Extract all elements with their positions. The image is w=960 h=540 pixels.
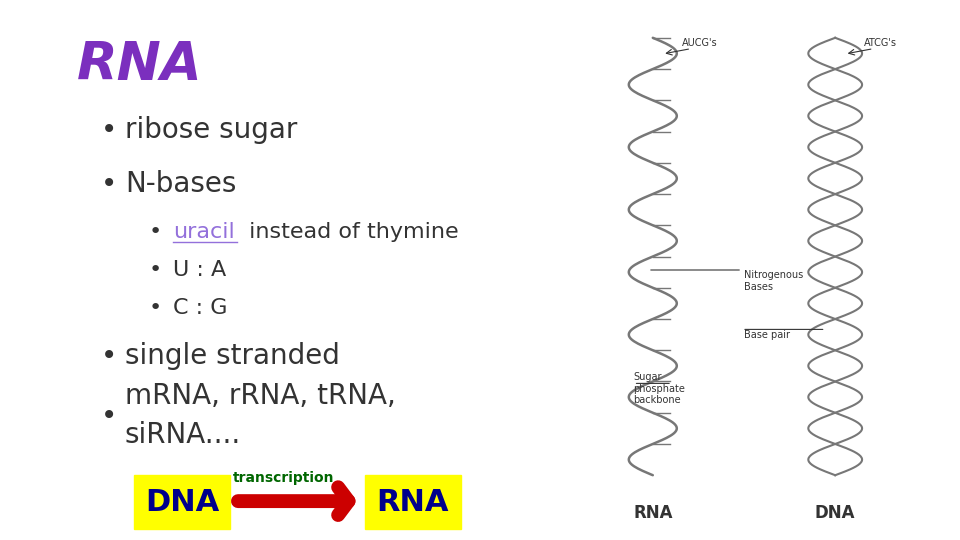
Text: •: • (101, 116, 117, 144)
Text: ATCG's: ATCG's (864, 38, 897, 48)
Text: •: • (101, 342, 117, 370)
Text: U : A: U : A (173, 260, 226, 280)
Text: Sugar
phosphate
backbone: Sugar phosphate backbone (634, 372, 685, 406)
Text: RNA: RNA (633, 504, 673, 522)
Text: single stranded: single stranded (125, 342, 340, 370)
Text: ribose sugar: ribose sugar (125, 116, 298, 144)
Text: DNA: DNA (145, 488, 220, 517)
Text: N-bases: N-bases (125, 170, 236, 198)
Text: instead of thymine: instead of thymine (242, 222, 459, 242)
Text: RNA: RNA (376, 488, 449, 517)
Text: •: • (101, 170, 117, 198)
Text: transcription: transcription (232, 471, 334, 485)
FancyBboxPatch shape (365, 475, 461, 529)
Text: •: • (101, 402, 117, 430)
Text: C : G: C : G (173, 298, 228, 318)
Text: RNA: RNA (77, 39, 203, 91)
Text: •: • (149, 222, 162, 242)
Text: •: • (149, 298, 162, 318)
Text: mRNA, rRNA, tRNA,
siRNA....: mRNA, rRNA, tRNA, siRNA.... (125, 382, 396, 449)
Text: •: • (149, 260, 162, 280)
Text: uracil: uracil (173, 222, 234, 242)
Text: AUCG's: AUCG's (682, 38, 717, 48)
Text: Nitrogenous
Bases: Nitrogenous Bases (744, 269, 804, 292)
FancyBboxPatch shape (134, 475, 230, 529)
Text: DNA: DNA (815, 504, 855, 522)
Text: Base pair: Base pair (744, 330, 790, 340)
